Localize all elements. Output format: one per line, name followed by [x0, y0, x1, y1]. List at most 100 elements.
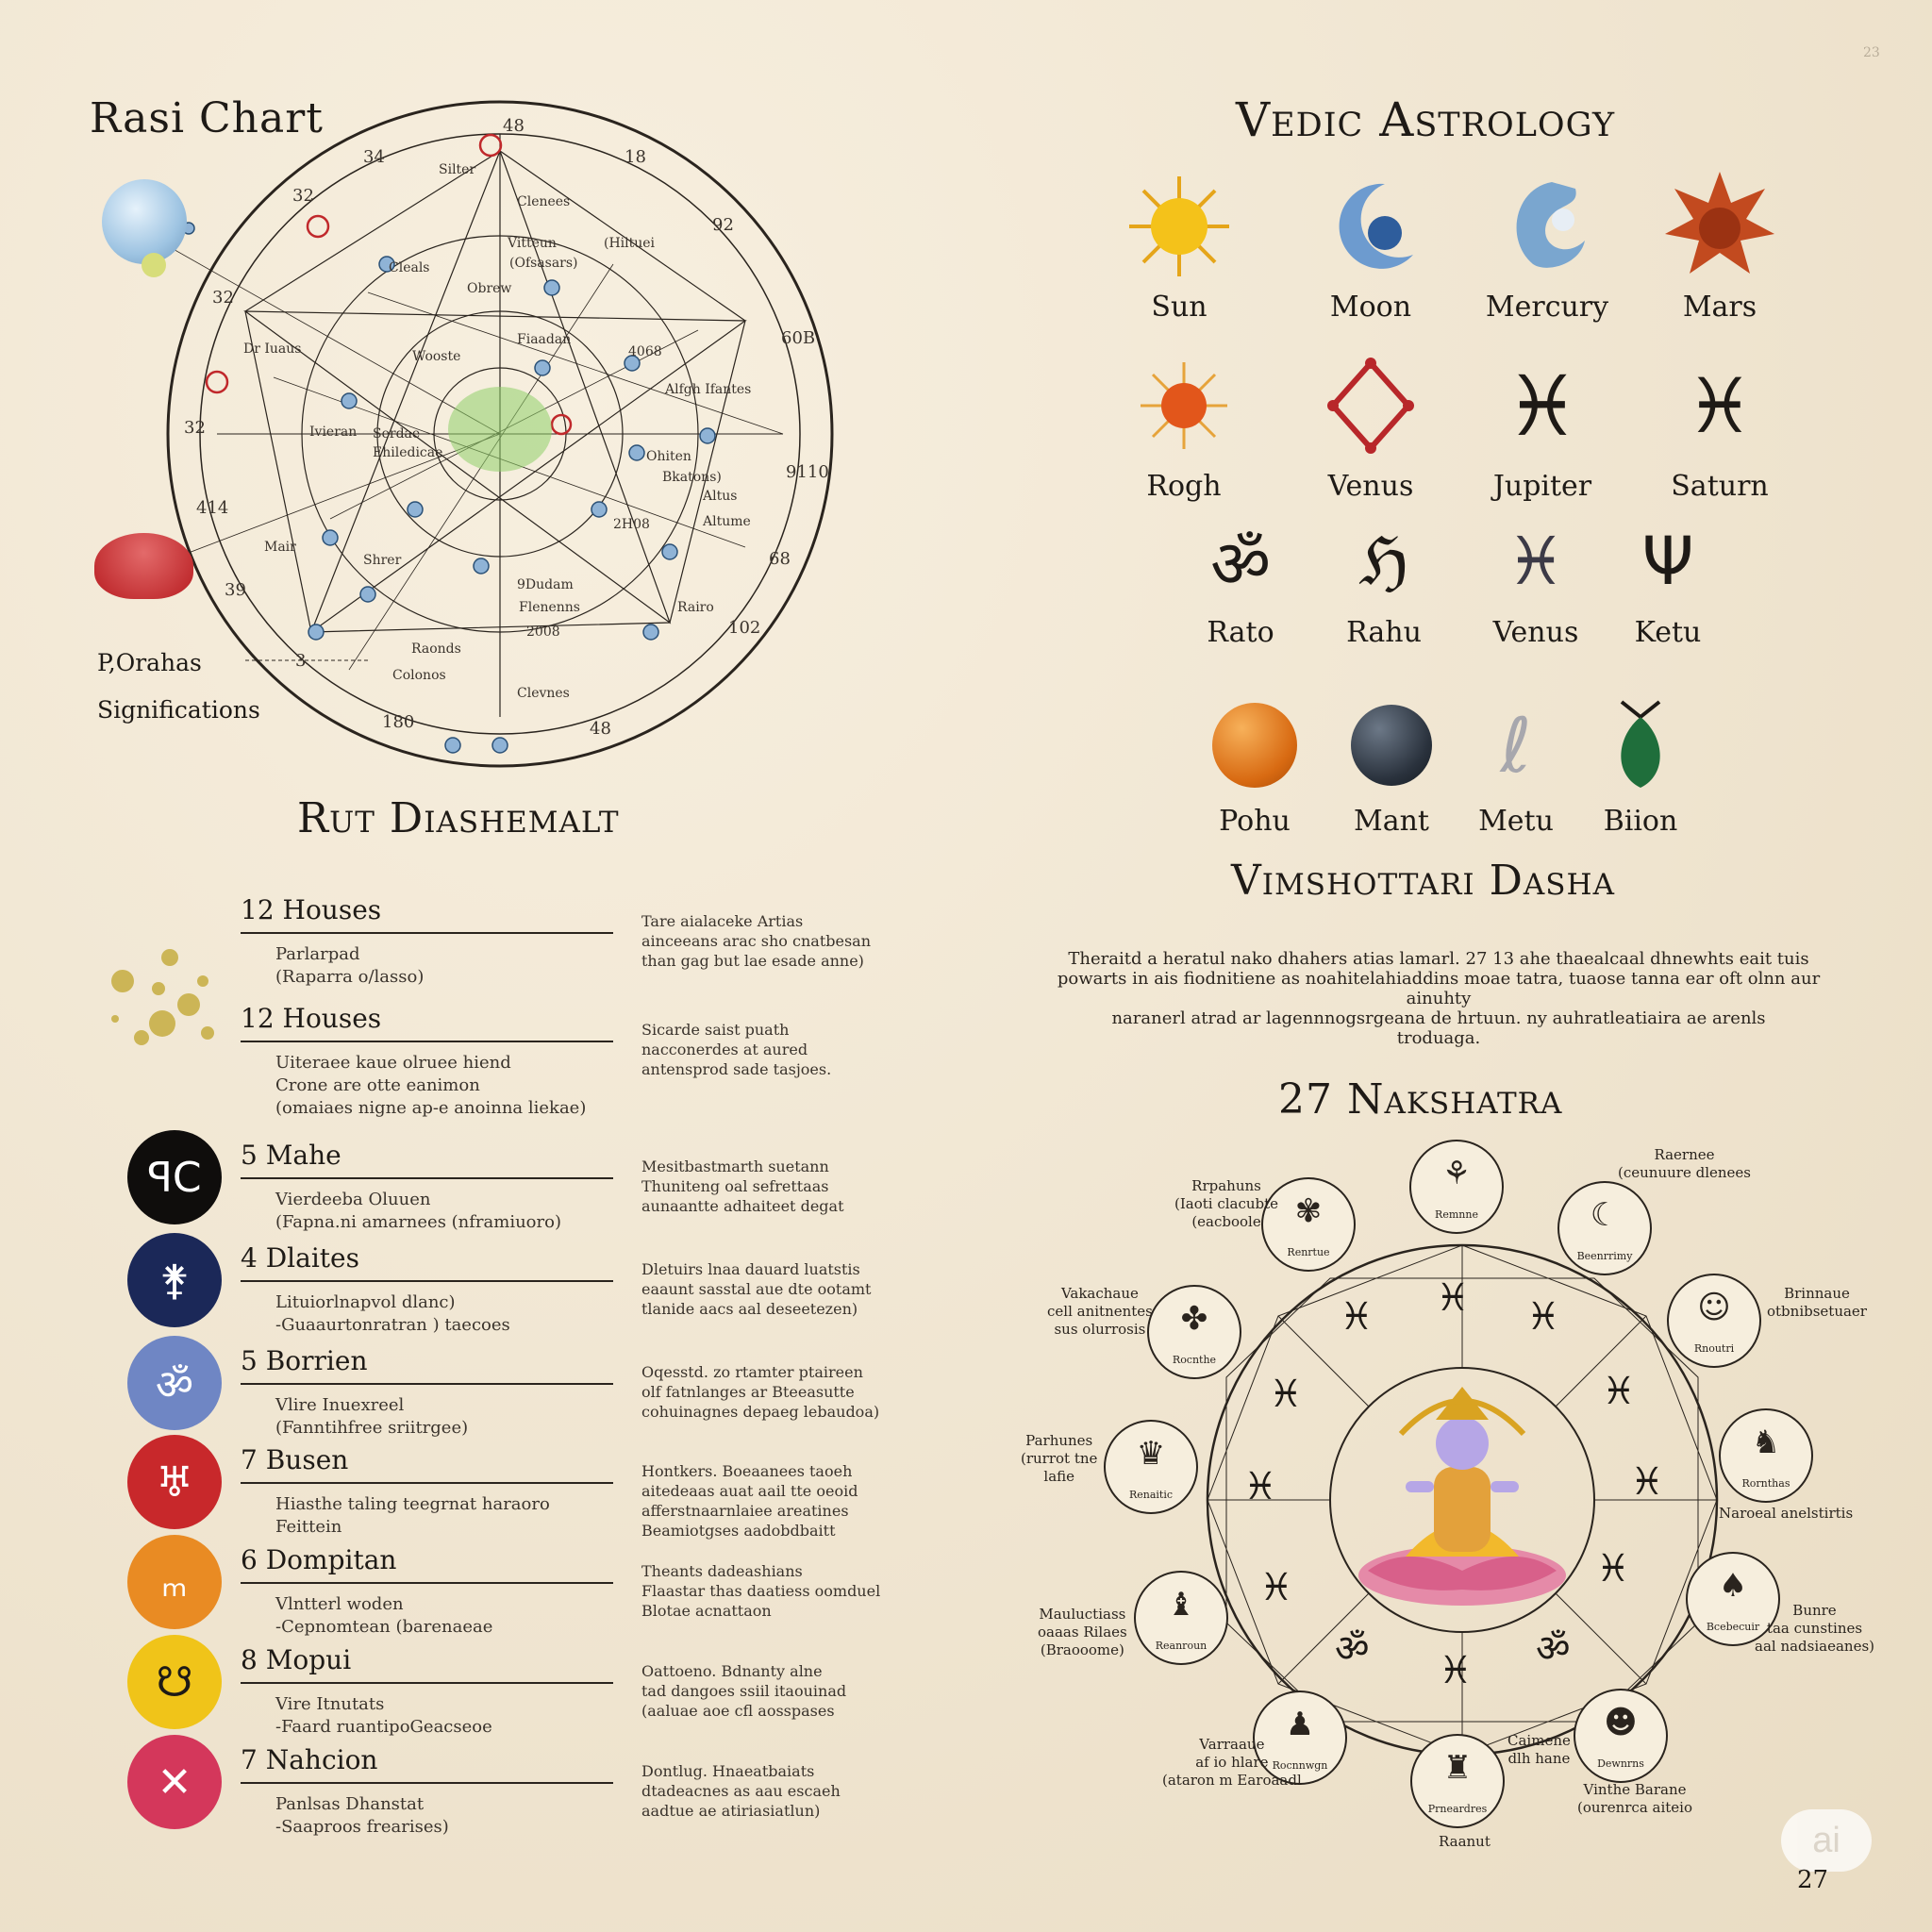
house-description: Oattoeno. Bdnanty alne [641, 1662, 823, 1680]
chart-label: (Ofsasars) [509, 256, 578, 271]
chart-number: 180 [382, 712, 415, 732]
house-subtitle: Parlarpad [275, 944, 360, 964]
outer-label-line: oaaas Rilaes [1038, 1624, 1127, 1641]
dasha-line: powarts in ais fiodnitiene as noahitelah… [1057, 969, 1821, 1008]
jupiter-icon: ♓ [1505, 357, 1580, 455]
chart-label: Clenees [517, 194, 571, 209]
house-subtitle: Panlsas Dhanstat [275, 1794, 425, 1814]
chart-number: 32 [292, 186, 314, 206]
wheel-glyph-icon: ♓ [1602, 1370, 1636, 1413]
chart-label: Ivieran [309, 425, 358, 440]
wheel-glyph-icon: ♓ [1340, 1295, 1374, 1339]
outer-label-line: (eacboole [1191, 1213, 1261, 1230]
outer-label-line: lafie [1043, 1468, 1075, 1485]
medallion-label: Rnoutri [1693, 1342, 1735, 1355]
house-glyph-icon: ₘ [127, 1535, 222, 1629]
chart-number: 32 [184, 418, 206, 438]
medallion-label: Rocnthe [1172, 1354, 1217, 1366]
nakshatra-medallion: ♠ Bcebecuir [1686, 1552, 1780, 1646]
nakshatra-medallion: ✤ Rocnthe [1147, 1285, 1241, 1379]
house-subtitle: Vierdeeba Oluuen [275, 1190, 431, 1209]
dark-orb-icon [1351, 705, 1432, 786]
divider [241, 1482, 613, 1484]
divider [241, 1041, 613, 1042]
wheel-glyph-icon: ॐ [1335, 1627, 1370, 1671]
planet-venus: Venus [1291, 349, 1451, 503]
nakshatra-outer-label: Rrpahuns (Iaoti clacubte (eacboole [1174, 1177, 1278, 1231]
rasi-chart-title: Rasi Chart [90, 94, 324, 142]
chart-label: 2H08 [613, 517, 650, 532]
planet-mars: Mars [1640, 170, 1800, 324]
nakshatra-outer-label: Raernee (ceunuure dlenees [1618, 1146, 1751, 1182]
house-subtitle: -Cepnomtean (barenaeae [275, 1617, 493, 1637]
trident-icon: Ψ [1641, 523, 1694, 600]
house-subtitle: (Fanntihfree sriitrgee) [275, 1418, 469, 1438]
planet-name: Ketu [1634, 616, 1702, 649]
house-description: nacconerdes at aured [641, 1041, 808, 1058]
outer-label-line: aal nadsiaeanes) [1755, 1638, 1875, 1655]
outer-label-line: (rurrot tne [1021, 1450, 1098, 1467]
house-subtitle: -Saaproos frearises) [275, 1817, 449, 1837]
house-heading: 5 Borrien [241, 1345, 368, 1376]
outer-label-line: Varraaue [1199, 1736, 1265, 1753]
house-description: than gag but lae esade anne) [641, 952, 864, 970]
outer-label-line: Naroeal anelstirtis [1719, 1505, 1854, 1522]
outer-label-line: Caimene [1507, 1732, 1571, 1749]
outer-label-line: (Iaoti clacubte [1174, 1195, 1279, 1212]
house-description: ainceeans arac sho cnatbesan [641, 932, 872, 950]
outer-label-line: (Braooome) [1040, 1641, 1124, 1658]
dasha-line: Theraitd a heratul nako dhahers atias la… [1068, 949, 1809, 969]
chart-label: Mair [264, 540, 296, 555]
section-title: Rut Diashemalt [297, 794, 620, 842]
planet-name: Saturn [1671, 470, 1769, 503]
medallion-label: Reanroun [1155, 1640, 1208, 1652]
house-description: tad dangoes ssiil itaouinad [641, 1682, 847, 1700]
house-description: Mesitbastmarth suetann [641, 1158, 829, 1175]
moon-illustration-icon [102, 179, 187, 264]
wheel-glyph-icon: ♓ [1259, 1566, 1293, 1609]
nakshatra-outer-label: Raanut [1439, 1833, 1491, 1851]
outer-label-line: Rrpahuns [1191, 1177, 1261, 1194]
planet-name: Biion [1603, 805, 1678, 838]
house-description: (aaluae aoe cfl aosspases [641, 1702, 835, 1720]
chart-number: 34 [363, 147, 385, 167]
divider [241, 1383, 613, 1385]
medallion-label: Remnne [1435, 1208, 1478, 1221]
medallion-label: Prneardres [1427, 1803, 1488, 1815]
house-heading: 6 Dompitan [241, 1544, 397, 1575]
silver-snake-icon: ℓ [1500, 701, 1532, 790]
venus-icon [1327, 358, 1414, 454]
nakshatra-medallion: ♛ Renaitic [1104, 1420, 1198, 1514]
house-description: eaaunt sasstal aue dte ootamt [641, 1280, 872, 1298]
planet-name: Jupiter [1492, 470, 1592, 503]
chart-label: Colonos [392, 668, 446, 683]
planet-name: Rato [1207, 616, 1274, 649]
divider [241, 1177, 613, 1179]
venus-glyph-icon: ♓ [1506, 523, 1566, 600]
outer-label-line: sus olurrosis [1054, 1321, 1146, 1338]
house-glyph-icon: ♅ [127, 1435, 222, 1529]
outer-label-line: Mauluctiass [1039, 1606, 1126, 1623]
planet-name: Mars [1682, 291, 1757, 324]
house-subtitle: (Fapna.ni amarnees (nframiuoro) [275, 1212, 561, 1232]
house-description: Thuniteng oal sefrettaas [641, 1177, 829, 1195]
house-glyph-icon: ✕ [127, 1735, 222, 1829]
nakshatra-medallion: ♟ Rocnnwgn [1253, 1690, 1347, 1785]
dasha-title: Vimshottari Dasha [1231, 857, 1615, 905]
medallion-label: Renrtue [1287, 1246, 1330, 1258]
outer-label-line: (ceunuure dlenees [1618, 1164, 1751, 1181]
chart-label: Silter [439, 162, 476, 177]
chart-label: Serdae [373, 426, 421, 441]
divider [241, 932, 613, 934]
house-subtitle: Lituiorlnapvol dlanc) [275, 1292, 456, 1312]
chart-number: 60B [781, 328, 816, 348]
chart-label: 2008 [526, 625, 560, 640]
om-icon: ॐ [1210, 525, 1271, 603]
house-subtitle: Uiteraee kaue olruee hiend [275, 1053, 511, 1073]
nakshatra-title: 27 Nakshatra [1278, 1075, 1563, 1124]
house-glyph-icon: ⚵ [127, 1233, 222, 1327]
chart-number: 414 [196, 498, 229, 518]
chart-label: 9Dudam [517, 577, 574, 592]
vedic-astrology-title: Vedic Astrology [1236, 92, 1616, 147]
rogh-icon [1141, 362, 1227, 449]
